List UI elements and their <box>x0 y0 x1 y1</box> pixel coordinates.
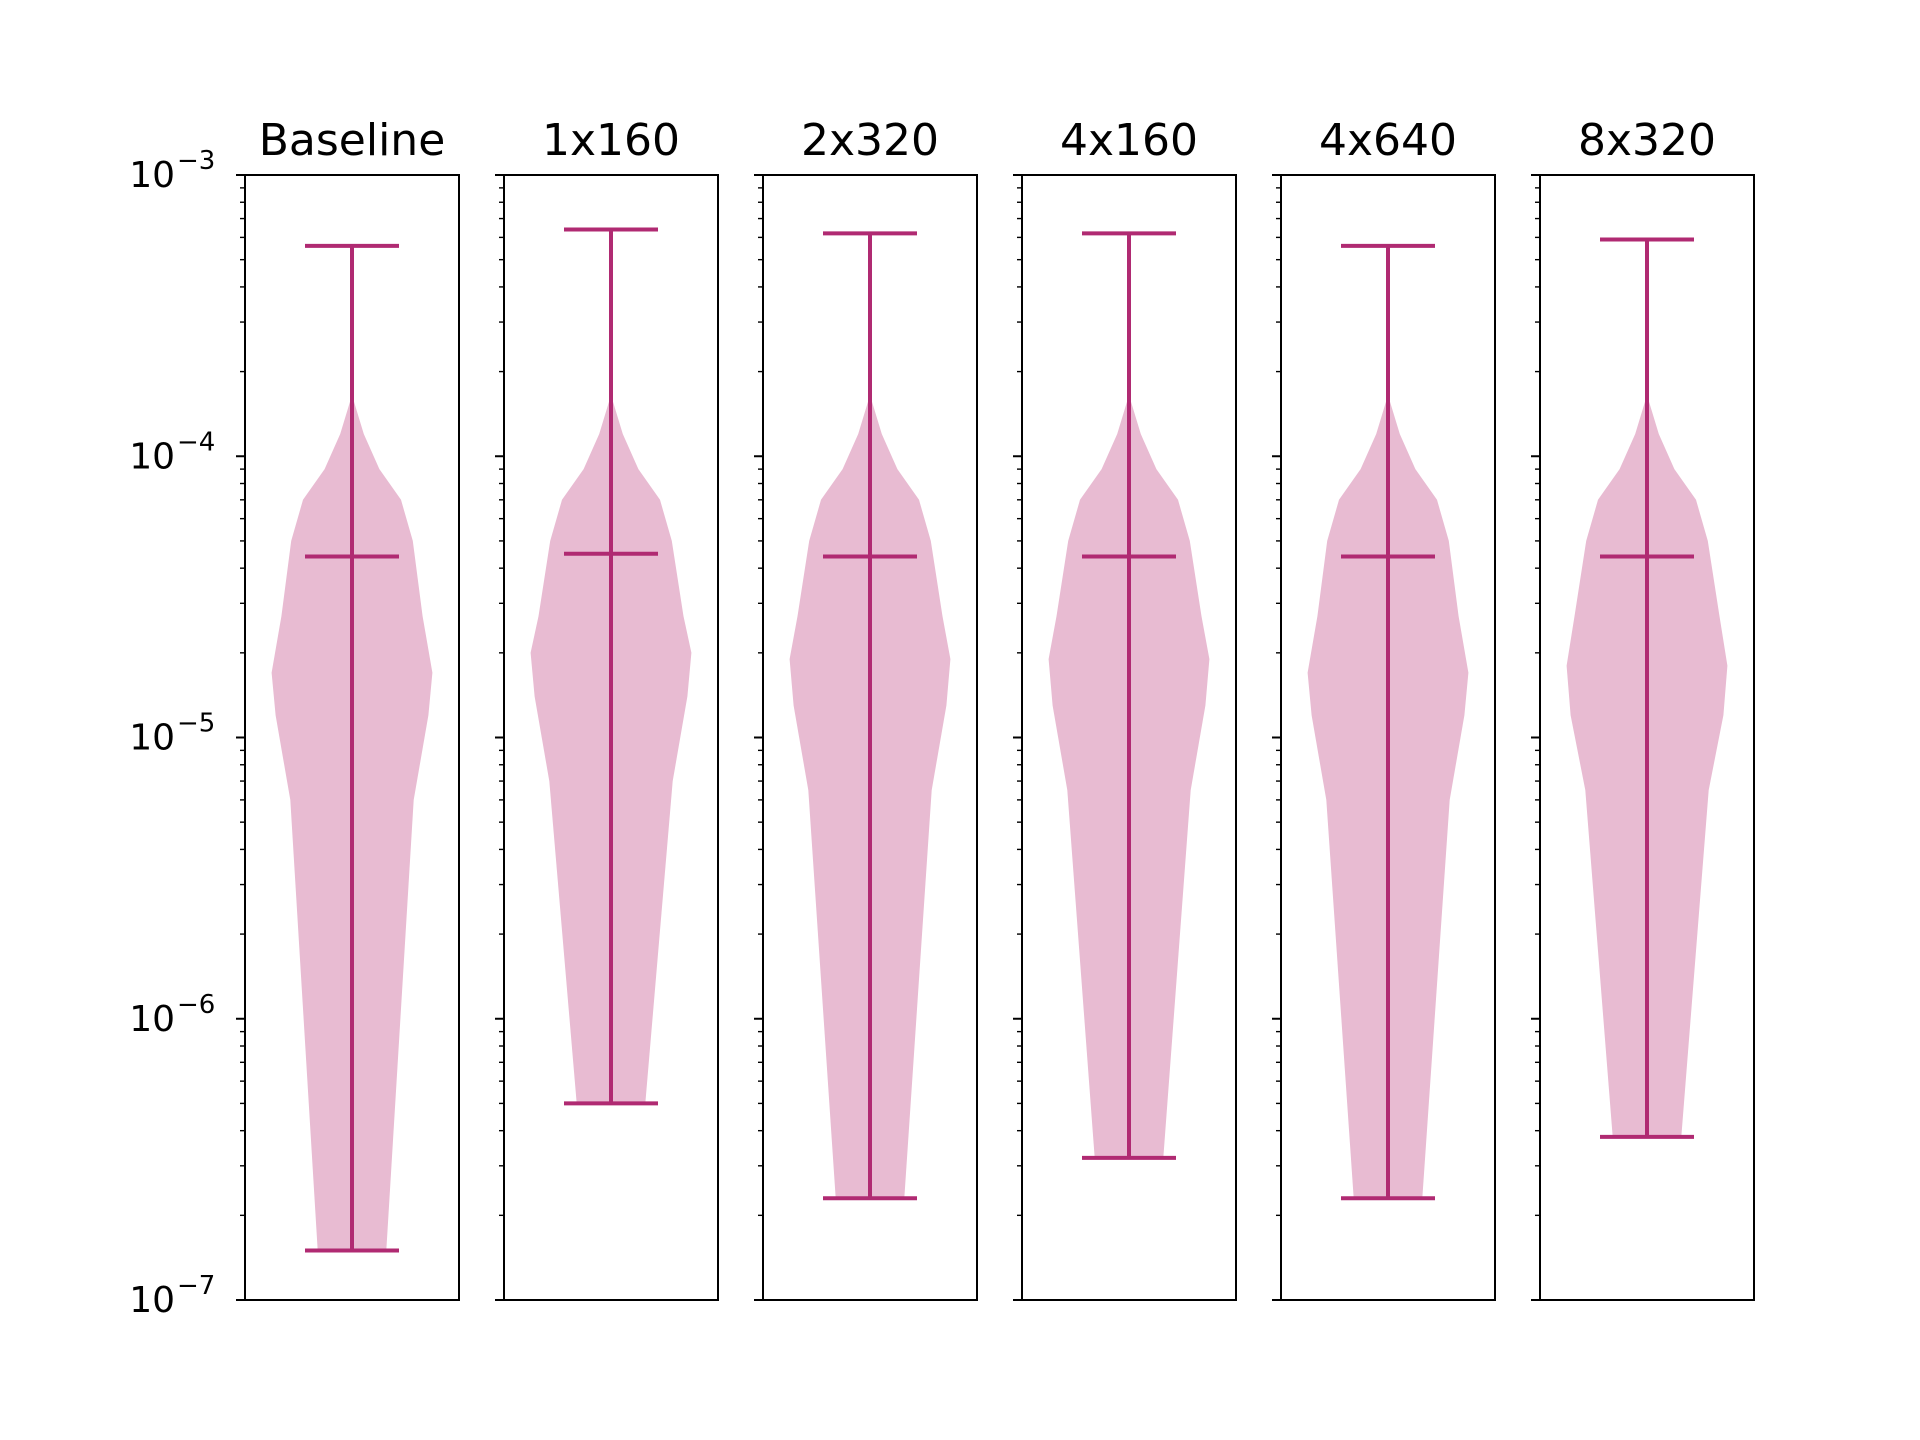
ytick-base: 10 <box>129 718 175 759</box>
ytick-exponent: −3 <box>177 146 215 176</box>
ytick-base: 10 <box>129 436 175 477</box>
panel-title: 2x320 <box>801 115 939 166</box>
panel-title: 4x640 <box>1319 115 1457 166</box>
panel-title: 1x160 <box>542 115 680 166</box>
ytick-exponent: −5 <box>177 709 215 739</box>
panel-title: 8x320 <box>1578 115 1716 166</box>
ytick-exponent: −7 <box>177 1271 215 1301</box>
ytick-label: 10 <box>129 155 175 196</box>
panels: Baseline 1x160 2x320 4x160 4x640 8x320 <box>236 115 1755 1301</box>
ytick-label: 10 <box>129 999 175 1040</box>
ytick-label: 10 <box>129 1280 175 1321</box>
panel-8x320: 8x320 <box>1531 115 1755 1301</box>
ytick-base: 10 <box>129 1280 175 1321</box>
ytick-exponent: −6 <box>177 990 215 1020</box>
panel-4x640: 4x640 <box>1272 115 1496 1301</box>
panel-1x160: 1x160 <box>495 115 719 1301</box>
ytick-base: 10 <box>129 999 175 1040</box>
panel-baseline: Baseline <box>236 115 460 1301</box>
ytick-label: 10 <box>129 718 175 759</box>
panel-title: Baseline <box>259 115 446 166</box>
ytick-label: 10 <box>129 436 175 477</box>
ytick-exponent: −4 <box>177 427 215 457</box>
panel-2x320: 2x320 <box>754 115 978 1301</box>
y-axis: 10−310−410−510−610−7 <box>129 146 215 1321</box>
panel-title: 4x160 <box>1060 115 1198 166</box>
ytick-base: 10 <box>129 155 175 196</box>
panel-4x160: 4x160 <box>1013 115 1237 1301</box>
